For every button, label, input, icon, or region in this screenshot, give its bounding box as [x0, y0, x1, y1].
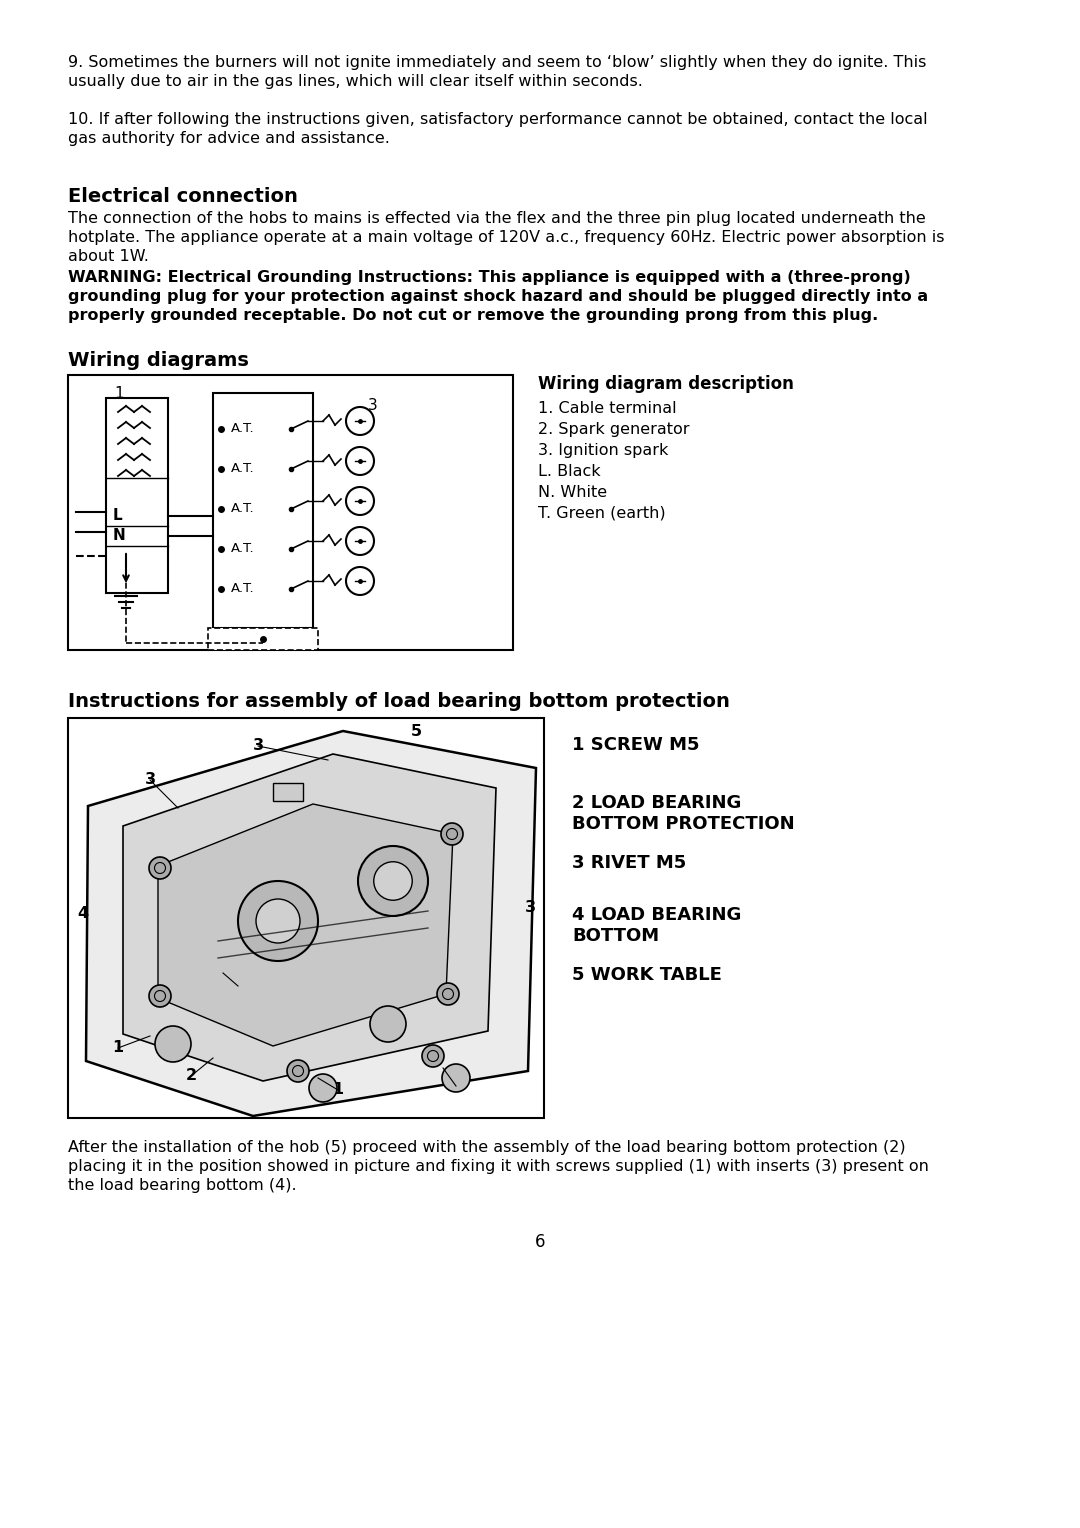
Text: usually due to air in the gas lines, which will clear itself within seconds.: usually due to air in the gas lines, whi…: [68, 73, 643, 89]
Circle shape: [256, 898, 300, 943]
Text: 3: 3: [253, 738, 264, 753]
Text: After the installation of the hob (5) proceed with the assembly of the load bear: After the installation of the hob (5) pr…: [68, 1140, 906, 1155]
Circle shape: [422, 1045, 444, 1067]
Text: hotplate. The appliance operate at a main voltage of 120V a.c., frequency 60Hz. : hotplate. The appliance operate at a mai…: [68, 231, 945, 244]
Text: 3 RIVET M5: 3 RIVET M5: [572, 854, 686, 872]
Bar: [106, 397, 168, 593]
Text: A.T.: A.T.: [231, 582, 255, 596]
Text: WARNING: Electrical Grounding Instructions: This appliance is equipped with a (t: WARNING: Electrical Grounding Instructio…: [68, 270, 910, 286]
Text: 9. Sometimes the burners will not ignite immediately and seem to ‘blow’ slightly: 9. Sometimes the burners will not ignite…: [68, 55, 927, 70]
Text: 1: 1: [232, 978, 244, 993]
Text: A.T.: A.T.: [231, 463, 255, 475]
Circle shape: [149, 986, 171, 1007]
Text: L. Black: L. Black: [538, 465, 600, 478]
Text: 6: 6: [535, 1233, 545, 1251]
Text: T. Green (earth): T. Green (earth): [538, 506, 665, 521]
Text: Instructions for assembly of load bearing bottom protection: Instructions for assembly of load bearin…: [68, 692, 730, 711]
Text: Electrical connection: Electrical connection: [68, 186, 298, 206]
Text: the load bearing bottom (4).: the load bearing bottom (4).: [68, 1178, 297, 1193]
Text: A.T.: A.T.: [231, 423, 255, 435]
Circle shape: [149, 857, 171, 879]
Text: 4 LOAD BEARING
BOTTOM: 4 LOAD BEARING BOTTOM: [572, 906, 741, 944]
Circle shape: [346, 406, 374, 435]
Circle shape: [370, 1005, 406, 1042]
Circle shape: [287, 1060, 309, 1082]
Bar: [68, 374, 513, 649]
Text: 5 WORK TABLE: 5 WORK TABLE: [572, 966, 721, 984]
Text: 1: 1: [112, 1041, 123, 1056]
Circle shape: [346, 527, 374, 555]
Bar: [68, 718, 544, 1118]
Text: The connection of the hobs to mains is effected via the flex and the three pin p: The connection of the hobs to mains is e…: [68, 211, 926, 226]
Text: 3: 3: [525, 900, 536, 915]
Circle shape: [346, 448, 374, 475]
Bar: [273, 782, 303, 801]
Text: 2 LOAD BEARING
BOTTOM PROTECTION: 2 LOAD BEARING BOTTOM PROTECTION: [572, 795, 795, 833]
Circle shape: [346, 567, 374, 594]
Polygon shape: [158, 804, 453, 1047]
Text: 3. Ignition spark: 3. Ignition spark: [538, 443, 669, 458]
Circle shape: [309, 1074, 337, 1102]
Text: A.T.: A.T.: [231, 542, 255, 556]
Text: N. White: N. White: [538, 484, 607, 500]
Circle shape: [442, 1063, 470, 1093]
Text: L: L: [113, 509, 123, 524]
Text: 1 SCREW M5: 1 SCREW M5: [572, 736, 700, 753]
Text: gas authority for advice and assistance.: gas authority for advice and assistance.: [68, 131, 390, 147]
Text: properly grounded receptable. Do not cut or remove the grounding prong from this: properly grounded receptable. Do not cut…: [68, 309, 878, 322]
Text: 2: 2: [186, 1068, 197, 1083]
Polygon shape: [123, 753, 496, 1080]
Text: 3: 3: [145, 773, 156, 787]
Text: 4: 4: [78, 906, 89, 920]
Polygon shape: [86, 730, 536, 1115]
Text: 2: 2: [235, 636, 245, 651]
Text: 2. Spark generator: 2. Spark generator: [538, 422, 689, 437]
Text: Wiring diagram description: Wiring diagram description: [538, 374, 794, 393]
Text: 1. Cable terminal: 1. Cable terminal: [538, 400, 677, 416]
Text: 1: 1: [333, 1082, 343, 1097]
Text: Wiring diagrams: Wiring diagrams: [68, 351, 248, 370]
Circle shape: [238, 882, 318, 961]
Circle shape: [441, 824, 463, 845]
Circle shape: [437, 983, 459, 1005]
Bar: [208, 628, 318, 649]
Circle shape: [357, 847, 428, 915]
Text: about 1W.: about 1W.: [68, 249, 149, 264]
Circle shape: [346, 487, 374, 515]
Text: 10. If after following the instructions given, satisfactory performance cannot b: 10. If after following the instructions …: [68, 112, 928, 127]
Text: 5: 5: [410, 724, 421, 740]
Circle shape: [156, 1025, 191, 1062]
Text: 1: 1: [114, 387, 123, 400]
Text: grounding plug for your protection against shock hazard and should be plugged di: grounding plug for your protection again…: [68, 289, 928, 304]
Text: 3: 3: [368, 397, 378, 413]
Text: placing it in the position showed in picture and fixing it with screws supplied : placing it in the position showed in pic…: [68, 1160, 929, 1174]
Text: N: N: [113, 529, 125, 544]
Circle shape: [374, 862, 413, 900]
Text: A.T.: A.T.: [231, 503, 255, 515]
Bar: [213, 393, 313, 628]
Text: 1: 1: [450, 1079, 461, 1094]
